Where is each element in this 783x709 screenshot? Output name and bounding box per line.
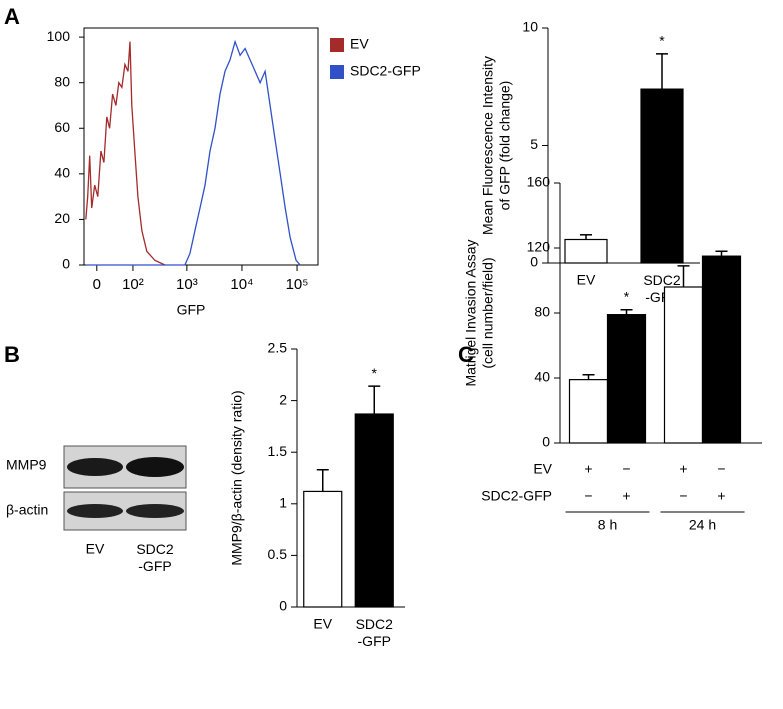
condition-mark: − bbox=[717, 461, 725, 477]
y-tick-label: 80 bbox=[534, 304, 550, 320]
bar bbox=[354, 413, 394, 608]
bar bbox=[640, 88, 684, 264]
y-tick-label: 2 bbox=[279, 391, 287, 407]
x-tick-label: 10³ bbox=[176, 276, 198, 293]
x-tick-label: 10⁴ bbox=[230, 276, 253, 293]
y-tick-label: 0 bbox=[542, 434, 550, 450]
y-tick-label: 0 bbox=[530, 254, 538, 270]
panel-label: C bbox=[458, 342, 474, 367]
y-tick-label: 0.5 bbox=[268, 546, 288, 562]
y-axis-label: Mean Fluorescence Intensityof GFP (fold … bbox=[479, 56, 512, 235]
significance-mark: * bbox=[372, 365, 378, 381]
x-tick-label: EV bbox=[577, 272, 596, 288]
y-tick-label: 120 bbox=[527, 239, 551, 255]
x-tick-label: 10² bbox=[122, 276, 144, 293]
western-blot: MMP9 β-actin EV SDC2 -GFP bbox=[6, 445, 187, 574]
condition-mark: + bbox=[622, 488, 630, 504]
legend-swatch bbox=[330, 65, 344, 79]
significance-mark: * bbox=[659, 33, 665, 49]
y-tick-label: 0 bbox=[279, 598, 287, 614]
panel-label: B bbox=[4, 342, 20, 367]
legend-label: EV bbox=[350, 36, 369, 52]
y-tick-label: 40 bbox=[54, 165, 70, 181]
x-tick-label: 0 bbox=[93, 276, 101, 293]
bar bbox=[701, 255, 742, 444]
bar bbox=[303, 490, 343, 608]
y-axis-label: Matrigel Invasion Assay(cell number/fiel… bbox=[462, 239, 495, 386]
bar bbox=[606, 314, 647, 444]
y-tick-label: 5 bbox=[530, 136, 538, 152]
condition-mark: − bbox=[584, 488, 592, 504]
condition-mark: + bbox=[717, 488, 725, 504]
y-tick-label: 10 bbox=[522, 19, 538, 35]
blot-lane-label: SDC2 -GFP bbox=[136, 541, 174, 574]
condition-mark: + bbox=[679, 461, 687, 477]
blot-lane-label: EV bbox=[86, 541, 105, 557]
x-tick-label: EV bbox=[313, 616, 332, 632]
blot-row-label: MMP9 bbox=[6, 457, 47, 473]
condition-mark: − bbox=[622, 461, 630, 477]
bar bbox=[663, 286, 704, 444]
blot-band bbox=[126, 504, 184, 518]
condition-mark: − bbox=[679, 488, 687, 504]
significance-mark: * bbox=[624, 288, 630, 304]
blot-band bbox=[126, 457, 184, 477]
group-label: 8 h bbox=[598, 517, 617, 533]
y-tick-label: 80 bbox=[54, 73, 70, 89]
x-tick-label: SDC2 -GFP bbox=[356, 616, 394, 649]
y-tick-label: 40 bbox=[534, 369, 550, 385]
y-axis-label: MMP9/β-actin (density ratio) bbox=[229, 390, 245, 565]
y-tick-label: 160 bbox=[527, 174, 551, 190]
y-tick-label: 1.5 bbox=[268, 443, 288, 459]
histogram-line bbox=[85, 39, 301, 266]
y-tick-label: 100 bbox=[47, 28, 71, 44]
bar bbox=[568, 379, 609, 444]
y-tick-label: 20 bbox=[54, 210, 70, 226]
y-tick-label: 60 bbox=[54, 119, 70, 135]
legend-label: SDC2-GFP bbox=[350, 63, 421, 79]
group-label: 24 h bbox=[689, 517, 716, 533]
plot-frame bbox=[83, 27, 319, 266]
condition-label: EV bbox=[533, 461, 552, 477]
panel-label: A bbox=[4, 4, 20, 29]
histogram-line bbox=[85, 41, 166, 266]
blot-band bbox=[67, 504, 123, 518]
y-tick-label: 1 bbox=[279, 495, 287, 511]
condition-mark: + bbox=[584, 461, 592, 477]
y-tick-label: 0 bbox=[62, 256, 70, 272]
condition-label: SDC2-GFP bbox=[481, 488, 552, 504]
bar bbox=[564, 238, 608, 264]
x-tick-label: 10⁵ bbox=[286, 276, 309, 293]
y-tick-label: 2.5 bbox=[268, 340, 288, 356]
blot-row-label: β-actin bbox=[6, 502, 48, 518]
legend-swatch bbox=[330, 38, 344, 52]
blot-band bbox=[67, 458, 123, 476]
x-axis-label: GFP bbox=[177, 302, 206, 318]
